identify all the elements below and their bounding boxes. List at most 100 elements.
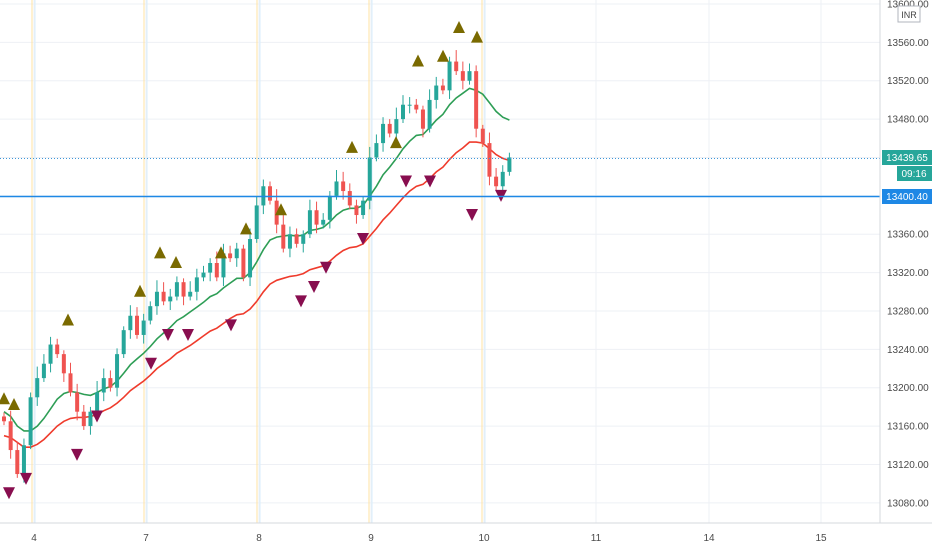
candle (108, 370, 113, 392)
candle (407, 97, 412, 114)
triangle-down-marker (424, 175, 436, 188)
price-axis[interactable] (879, 0, 932, 523)
candle (228, 245, 233, 263)
candle-body (327, 195, 332, 220)
candle-body (440, 85, 445, 91)
triangle-up-marker (471, 30, 483, 43)
candle-body (81, 411, 86, 427)
candle-body (121, 330, 126, 355)
candle-body (135, 315, 139, 335)
candle-body (194, 277, 199, 292)
candle-body (28, 397, 33, 446)
candle-body (201, 272, 206, 278)
candle-body (420, 109, 425, 129)
price-tick-label: 13080.00 (887, 498, 929, 509)
candle (174, 276, 179, 301)
candle (241, 244, 246, 282)
currency-label: INR (901, 10, 917, 20)
candle (181, 278, 186, 306)
candle (381, 117, 386, 152)
candle (440, 78, 445, 95)
candle (494, 168, 499, 191)
candle (61, 350, 66, 382)
candle (75, 383, 80, 421)
candle (35, 366, 40, 406)
time-tick-label: 11 (591, 533, 602, 544)
candle-body (248, 239, 253, 278)
candle (427, 89, 432, 133)
time-tick-label: 8 (256, 533, 262, 544)
triangle-up-marker (437, 49, 449, 62)
candle-body (221, 253, 226, 278)
candle-body (401, 104, 405, 120)
candle (374, 134, 379, 162)
candle (201, 265, 206, 282)
price-tick-label: 13320.00 (887, 268, 929, 279)
candle (281, 215, 286, 253)
candle-body (307, 210, 312, 235)
triangle-up-marker (62, 313, 74, 326)
candle-body (507, 157, 512, 172)
candle (168, 288, 173, 311)
candle-body (480, 128, 485, 144)
candle-body (268, 186, 272, 201)
time-tick-label: 14 (703, 533, 715, 544)
candle (434, 76, 439, 109)
price-tick-label: 13200.00 (887, 383, 929, 394)
candle (460, 61, 465, 90)
candle-body (467, 71, 472, 81)
triangle-up-marker (154, 246, 166, 259)
candle-body (414, 104, 419, 110)
candle-body (254, 205, 259, 240)
candle (128, 305, 133, 339)
svg-text:13439.65: 13439.65 (886, 153, 928, 164)
triangle-up-marker (412, 54, 424, 67)
triangle-down-marker (71, 448, 83, 461)
triangle-down-marker (308, 280, 320, 293)
candle (341, 171, 346, 200)
candle-body (460, 71, 465, 81)
svg-text:09:16: 09:16 (901, 169, 926, 180)
candle (361, 196, 366, 219)
candle (314, 201, 319, 234)
grid-layer (0, 0, 880, 523)
candle-body (68, 373, 73, 393)
candle-body (321, 219, 326, 225)
candle-body (294, 234, 299, 244)
candle-body (141, 320, 146, 335)
candle (88, 406, 93, 435)
candle (294, 228, 299, 248)
candle (68, 362, 73, 397)
candle-body (188, 291, 193, 297)
triangle-down-marker (91, 410, 103, 423)
candle-body (148, 306, 153, 321)
candle-body (387, 123, 392, 134)
candle (301, 230, 306, 253)
candle-body (15, 450, 20, 475)
triangle-down-marker (357, 233, 369, 246)
price-tick-label: 13480.00 (887, 115, 929, 126)
candle (48, 336, 53, 373)
candle (148, 301, 153, 325)
triangle-up-marker (240, 222, 252, 235)
candle-body (2, 416, 6, 422)
candle-body (154, 291, 159, 307)
triangle-up-marker (453, 20, 465, 33)
candle (467, 63, 472, 85)
candle-body (394, 119, 399, 134)
candle (327, 191, 332, 229)
candle-body (41, 363, 46, 379)
time-axis[interactable] (0, 522, 932, 550)
candle-body (161, 291, 166, 302)
candle (188, 281, 193, 301)
candle-body (75, 392, 80, 412)
candle-body (101, 378, 106, 393)
candle (161, 282, 166, 306)
candle (507, 152, 512, 176)
candle-body (301, 234, 306, 244)
candle-body (487, 143, 492, 177)
candle-body (35, 378, 40, 398)
triangle-down-marker (400, 175, 412, 188)
